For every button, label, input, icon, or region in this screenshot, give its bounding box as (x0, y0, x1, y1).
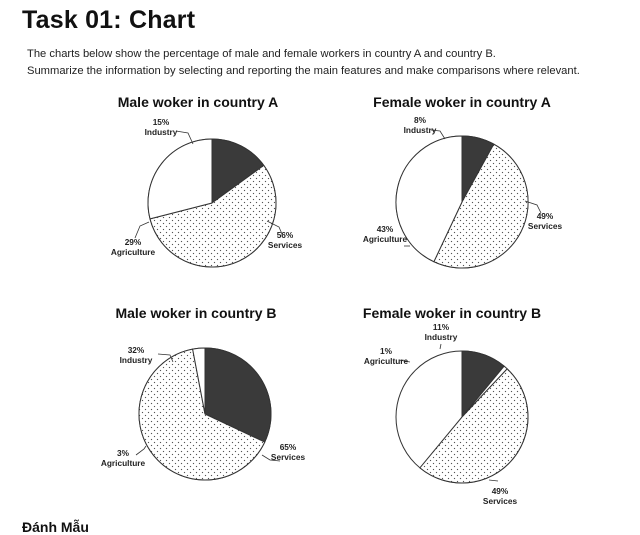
data-label-industry-value: 32% (128, 345, 145, 355)
data-label-industry-name: Industry (145, 127, 178, 137)
data-label-agriculture-name: Agriculture (364, 356, 409, 366)
pie-chart-3: Male woker in country B 32%Industry 65%Ser… (101, 305, 306, 481)
data-label-services-value: 56% (277, 230, 294, 240)
leader-line-services (266, 220, 283, 235)
data-label-industry-name: Industry (425, 332, 458, 342)
leader-line-industry (430, 129, 446, 140)
data-label-industry-value: 8% (414, 115, 427, 125)
slice-agriculture (192, 347, 206, 415)
slice-services (419, 368, 529, 484)
chart-title: Female woker in country B (363, 305, 541, 321)
slice-services (149, 164, 277, 268)
slice-services (433, 143, 529, 269)
data-label-agriculture-value: 1% (380, 346, 393, 356)
data-label-services-value: 49% (537, 211, 554, 221)
chart-title: Male woker in country A (118, 94, 279, 110)
slice-agriculture (147, 138, 213, 220)
data-label-industry-name: Industry (120, 355, 153, 365)
data-label-agriculture-value: 29% (125, 237, 142, 247)
data-label-industry-name: Industry (404, 125, 437, 135)
data-label-services-name: Services (271, 452, 306, 462)
pie-chart-1: Male woker in country A 15%Industry 56%Ser… (111, 94, 303, 268)
data-label-industry-value: 11% (433, 322, 450, 332)
instruction-line-1: The charts below show the percentage of … (27, 48, 496, 60)
data-label-agriculture-name: Agriculture (101, 458, 146, 468)
page-title: Task 01: Chart (22, 6, 196, 34)
leader-line-agriculture (134, 221, 150, 239)
slice-services (138, 348, 266, 481)
data-label-agriculture-name: Agriculture (363, 234, 408, 244)
instruction-line-2: Summarize the information by selecting a… (27, 65, 580, 77)
data-label-services-name: Services (528, 221, 563, 231)
data-label-agriculture-value: 3% (117, 448, 130, 458)
data-label-agriculture-value: 43% (377, 224, 394, 234)
leader-line-agriculture (398, 359, 411, 363)
data-label-services-value: 49% (492, 486, 509, 496)
leader-line-services (524, 200, 542, 214)
data-label-services-name: Services (483, 496, 518, 506)
leader-line-services (488, 479, 499, 482)
leader-line-services (261, 454, 281, 462)
chart-title: Female woker in country A (373, 94, 551, 110)
data-label-services-name: Services (268, 240, 303, 250)
slice-industry (204, 347, 272, 443)
data-label-agriculture-name: Agriculture (111, 247, 156, 257)
pie-chart-4: Female woker in country B11%Industry 49%S… (363, 305, 541, 506)
data-label-services-value: 65% (280, 442, 297, 452)
cut-off-heading: Đánh Mẫu (22, 519, 89, 535)
leader-line-agriculture (135, 445, 147, 456)
data-label-industry-value: 15% (153, 117, 170, 127)
leader-line-industry (439, 343, 442, 350)
slice-agriculture (395, 135, 463, 263)
pie-chart-2: Female woker in country A 8%Industry 49%Se… (363, 94, 563, 269)
slice-industry (211, 138, 265, 204)
leader-line-industry (157, 353, 174, 363)
chart-title: Male woker in country B (115, 305, 276, 321)
task-instructions: The charts below show the percentage of … (27, 46, 580, 80)
leader-line-industry (175, 130, 194, 145)
